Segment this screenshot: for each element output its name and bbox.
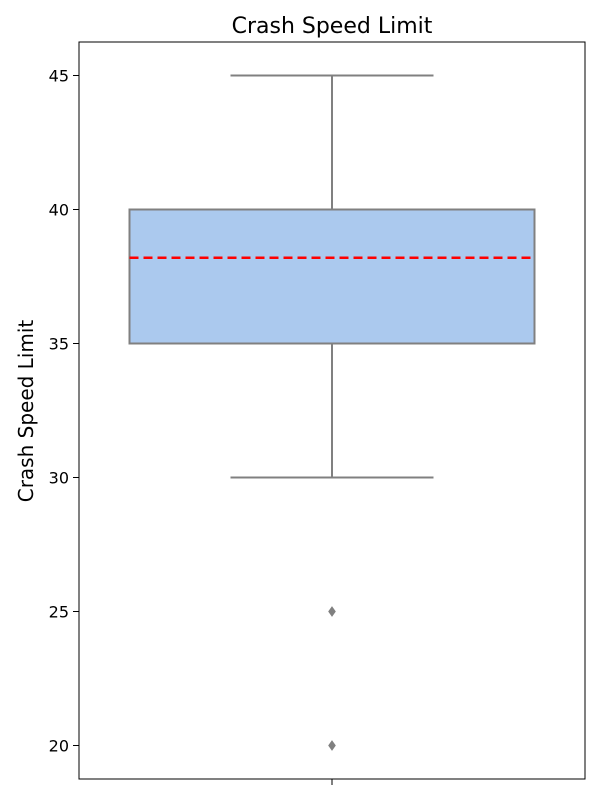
chart-title: Crash Speed Limit bbox=[232, 14, 433, 39]
y-tick-label: 20 bbox=[49, 737, 69, 756]
y-tick-label: 45 bbox=[49, 67, 69, 86]
y-axis-ticks: 20 25 30 35 40 45 bbox=[49, 67, 333, 785]
axes-frame bbox=[78, 41, 586, 780]
y-tick-label: 25 bbox=[49, 603, 69, 622]
iqr-box bbox=[128, 208, 536, 345]
y-tick-label: 40 bbox=[49, 201, 69, 220]
y-tick-label: 35 bbox=[49, 335, 69, 354]
y-tick-label: 30 bbox=[49, 469, 69, 488]
y-axis-label: Crash Speed Limit bbox=[14, 320, 38, 503]
plot-area bbox=[128, 74, 536, 751]
outlier-point bbox=[328, 740, 336, 751]
outlier-point bbox=[328, 606, 336, 617]
